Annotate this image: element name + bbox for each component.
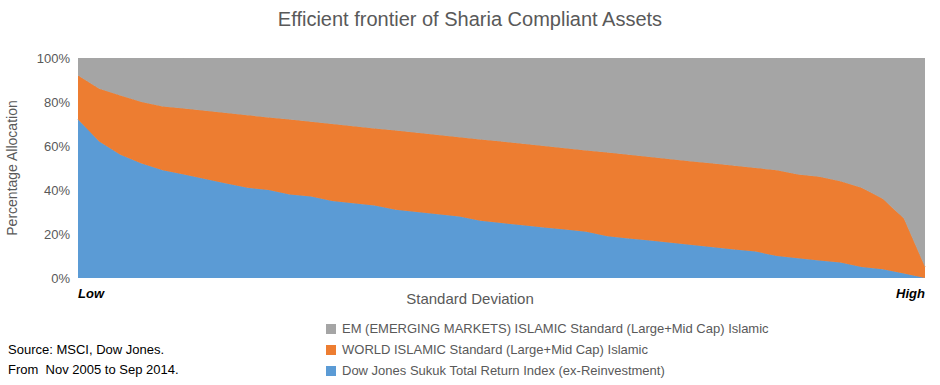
html-text:EM (EMERGING MARKETS) ISLAMIC: EM (EMERGING MARKETS) ISLAMIC Standard (…: [342, 321, 769, 336]
svg-text:60%: 60%: [44, 139, 70, 154]
svg-text:80%: 80%: [44, 95, 70, 110]
svg-text:40%: 40%: [44, 183, 70, 198]
svg-text:Percentage Allocation: Percentage Allocation: [8, 100, 20, 235]
html-text:WORLD ISLAMIC Standard (Large+: WORLD ISLAMIC Standard (Large+Mid Cap) I…: [342, 342, 648, 357]
svg-text:Low: Low: [78, 286, 105, 301]
html-text:Dow Jones Sukuk Total Return I: Dow Jones Sukuk Total Return Index (ex-R…: [342, 363, 665, 378]
svg-text:High: High: [896, 286, 925, 301]
svg-text:100%: 100%: [37, 51, 71, 66]
svg-text:20%: 20%: [44, 227, 70, 242]
html-text:From Nov 2005 to Sep 2014.: From Nov 2005 to Sep 2014.: [8, 362, 179, 377]
html-text:Efficient frontier of Sharia C: Efficient frontier of Sharia Compliant A…: [277, 8, 663, 30]
svg-text:0%: 0%: [51, 271, 70, 286]
html-text:Source: MSCI, Dow Jones.: Source: MSCI, Dow Jones.: [8, 342, 165, 357]
html-text:Standard Deviation: Standard Deviation: [406, 290, 534, 307]
